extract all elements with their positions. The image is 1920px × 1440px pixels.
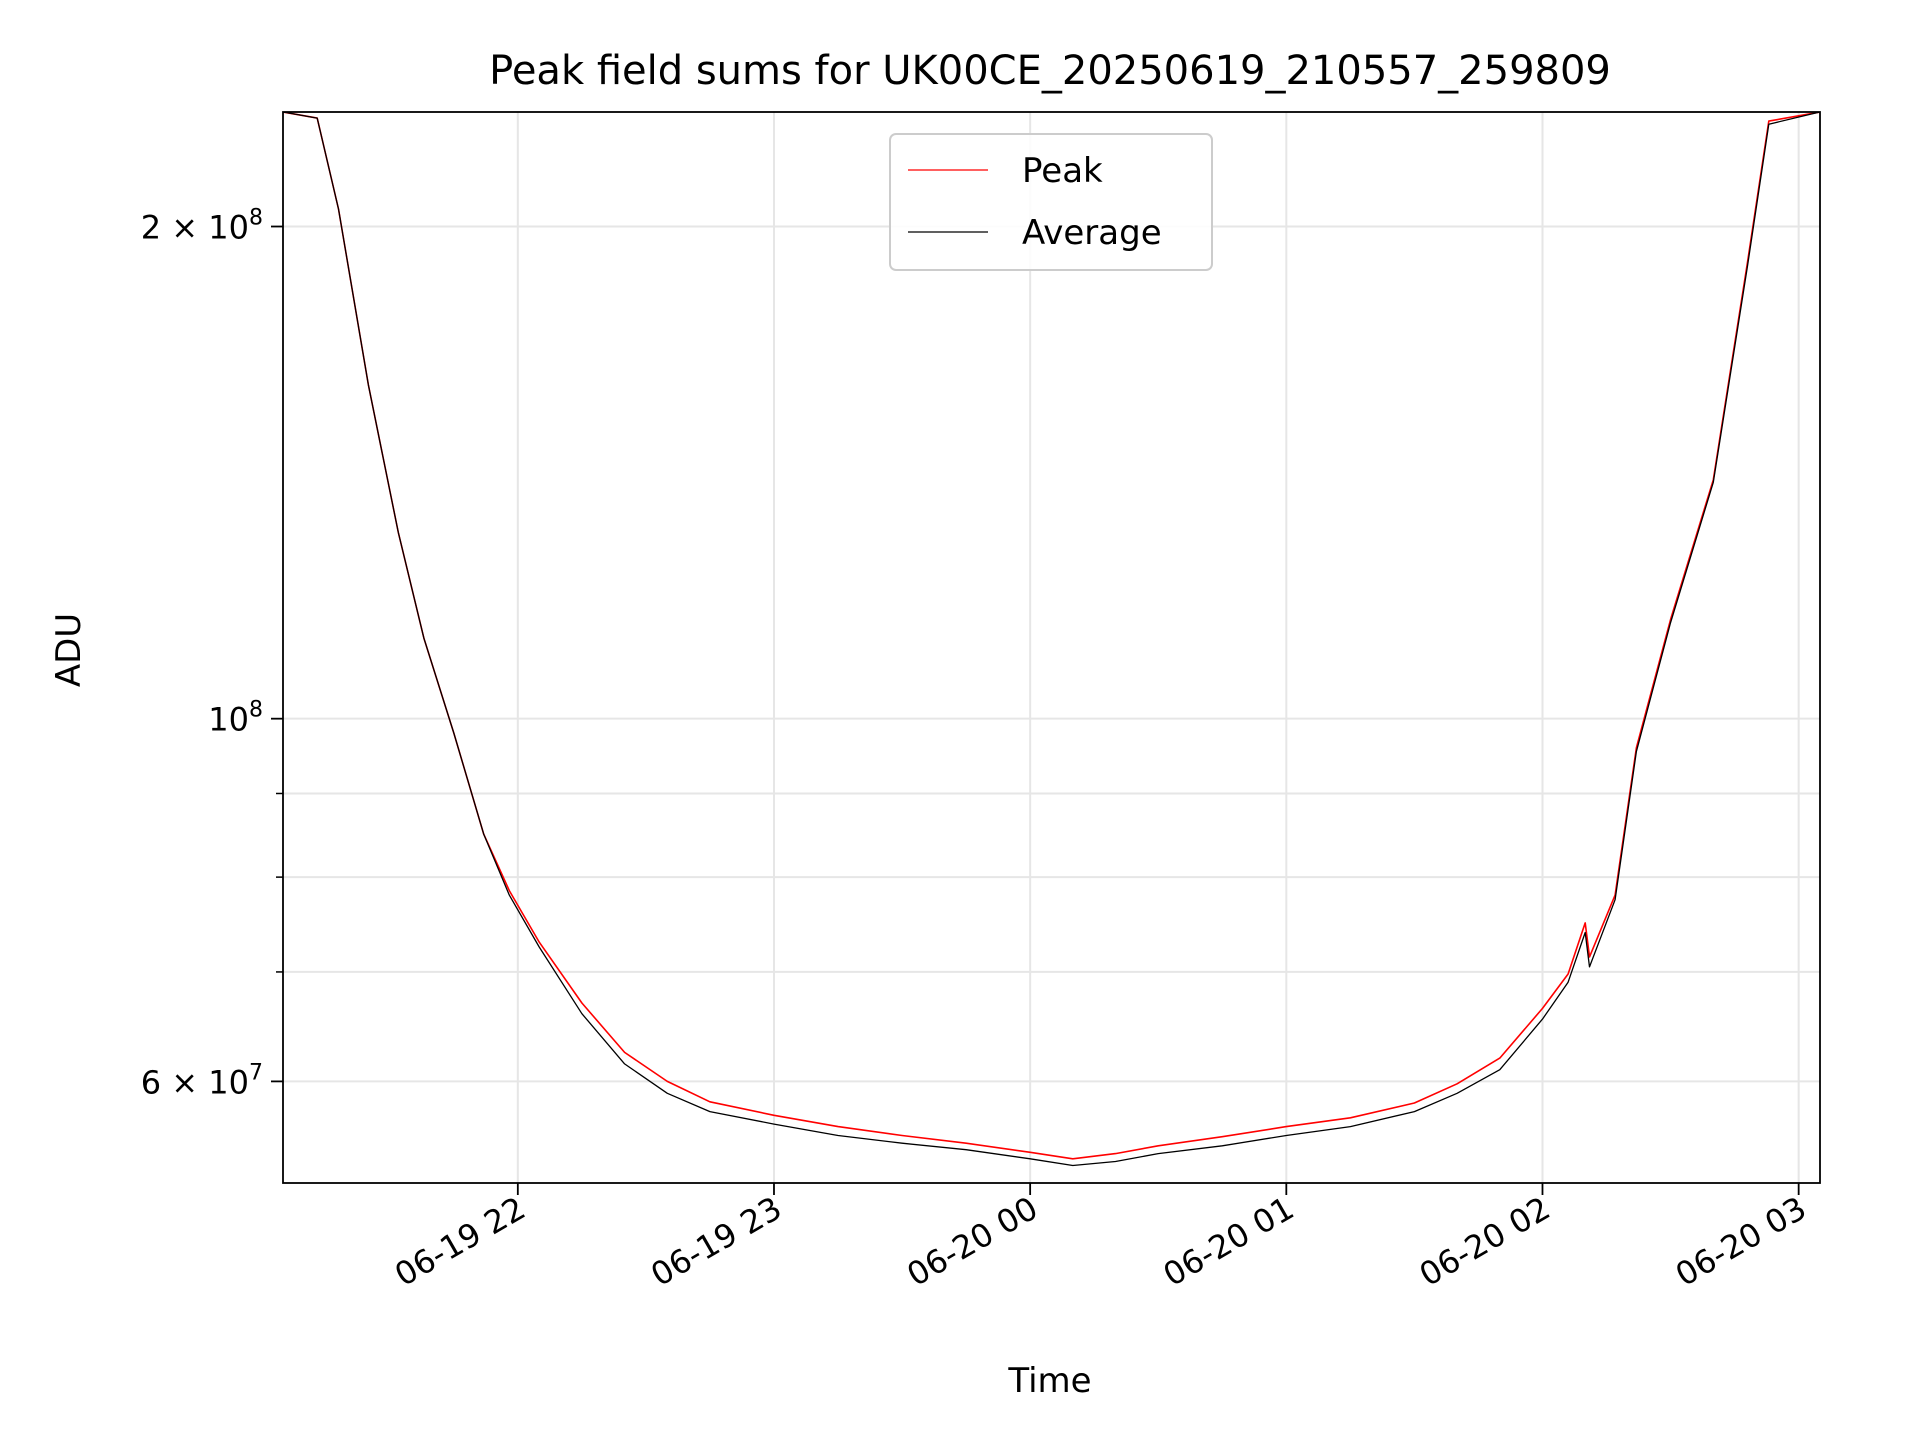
grid-lines xyxy=(283,112,1820,1183)
x-axis-label: Time xyxy=(1007,1361,1091,1401)
legend: Peak Average xyxy=(889,133,1213,271)
chart-title: Peak field sums for UK00CE_20250619_2105… xyxy=(489,48,1611,94)
series-line-average xyxy=(283,112,1820,1167)
legend-frame xyxy=(889,133,1213,271)
legend-label-peak: Peak xyxy=(1022,151,1103,191)
y-tick-label: 108 xyxy=(208,698,263,739)
y-axis-ticks: 6 × 107 108 2 × 108 xyxy=(141,206,283,1101)
y-axis-label: ADU xyxy=(49,613,89,687)
y-tick-label: 6 × 107 xyxy=(141,1060,263,1101)
y-tick-label: 2 × 108 xyxy=(141,206,263,247)
plot-frame xyxy=(282,111,1821,1184)
series-layer xyxy=(283,112,1820,1167)
legend-label-average: Average xyxy=(1022,213,1162,253)
